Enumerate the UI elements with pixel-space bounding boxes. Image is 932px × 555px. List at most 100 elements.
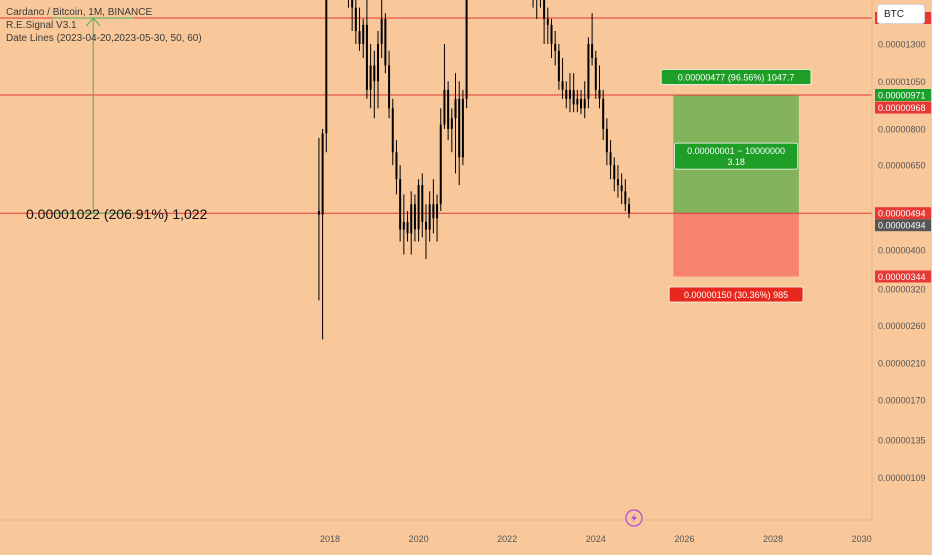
candle (317, 137, 320, 301)
price-axis-label-bg (875, 88, 931, 101)
candle (557, 43, 560, 90)
candle (539, 0, 541, 8)
candle (424, 204, 427, 260)
candle-body (325, 0, 328, 134)
candle (365, 0, 368, 99)
candle (384, 13, 387, 74)
candle (421, 173, 424, 238)
candle (591, 13, 594, 66)
candle-body (580, 98, 583, 109)
price-tick-label: 0.00001300 (878, 39, 926, 49)
candle-body (461, 98, 464, 158)
candle (436, 194, 439, 242)
symbol-title[interactable]: Cardano / Bitcoin, 1M, BINANCE (6, 7, 153, 18)
time-tick-label: 2020 (409, 534, 429, 544)
candle-body (436, 204, 439, 219)
candle (454, 73, 457, 174)
candle-body (432, 204, 435, 219)
price-tick-label: 0.00000650 (878, 161, 926, 171)
candle-body (450, 118, 453, 129)
candle-body (624, 191, 627, 205)
indicator-date-lines[interactable]: Date Lines (2023-04-20,2023-05-30, 50, 6… (6, 33, 202, 44)
candle (624, 179, 627, 212)
indicator-re-signal[interactable]: R.E.Signal V3.1 (6, 20, 77, 31)
candlestick-series (317, 0, 631, 340)
candle-body (417, 185, 420, 230)
lightning-icon[interactable] (625, 509, 643, 527)
candle-body (594, 57, 597, 90)
candle-body (598, 89, 601, 99)
candle (410, 191, 413, 255)
candle-body (421, 185, 424, 222)
candle (605, 118, 608, 166)
candle-body (454, 98, 457, 119)
time-tick-label: 2018 (320, 534, 340, 544)
candle-body (609, 152, 612, 166)
price-axis[interactable]: 0.000110000.000085000.000065000.00005000… (878, 0, 926, 483)
price-axis-label: 0.00000494 (875, 207, 931, 220)
candle-body (384, 18, 387, 66)
candle-body (388, 65, 391, 109)
candle (395, 140, 398, 195)
measure-label: 0.00001022 (206.91%) 1,022 (26, 206, 208, 222)
candle (428, 191, 431, 242)
price-tick-label: 0.00000320 (878, 285, 926, 295)
candle (380, 0, 383, 58)
candle-body (458, 98, 461, 158)
candle-body (550, 24, 553, 44)
candle (613, 157, 616, 192)
candle (458, 81, 461, 186)
chart-legend: Cardano / Bitcoin, 1M, BINANCE R.E.Signa… (6, 6, 202, 45)
candle-body (391, 108, 394, 153)
candle-body (583, 98, 586, 109)
target-label-text: 0.00000477 (96.56%) 1047.7 (678, 72, 795, 82)
candle-body (399, 179, 402, 230)
candle-body (587, 43, 590, 99)
candle (321, 128, 324, 340)
candle-body (565, 89, 568, 99)
price-axis-label: 0.00000971 (875, 88, 931, 101)
price-axis-label: 0.00000494 (875, 219, 931, 232)
target-label-bg (660, 69, 812, 85)
candle-body (572, 89, 575, 105)
candle (568, 73, 571, 113)
candle (369, 43, 372, 109)
currency-button[interactable]: BTC (877, 4, 925, 24)
candle (362, 18, 365, 58)
candle (602, 89, 605, 141)
price-tick-label: 0.00000170 (878, 395, 926, 405)
candle (439, 108, 442, 212)
price-tick-label: 0.00000109 (878, 473, 926, 483)
candle-body (317, 211, 320, 215)
time-axis[interactable]: 2018 2020 2022 2024 2026 2028 2030 (320, 534, 872, 544)
candle-body (443, 89, 446, 125)
price-axis-label-bg (875, 270, 931, 283)
candle-body (447, 89, 450, 129)
candle-body (616, 179, 619, 186)
candle-body (557, 50, 560, 82)
candle-body (351, 0, 354, 8)
candle (546, 7, 549, 44)
candle (561, 57, 564, 99)
measure-tool (52, 17, 134, 214)
candle (465, 0, 468, 109)
candle (399, 165, 402, 242)
candle-body (561, 81, 564, 90)
candle (354, 0, 357, 44)
price-axis-label-text: 0.00000494 (878, 221, 926, 231)
candle (583, 81, 586, 119)
candle-body (321, 133, 324, 215)
candle-body (380, 18, 383, 44)
candle-body (413, 204, 416, 230)
candle-body (369, 65, 372, 90)
candle (347, 0, 349, 8)
candle (620, 173, 623, 205)
candle-body (395, 152, 398, 180)
candle (587, 37, 590, 109)
candle-body (362, 24, 365, 44)
stop-label-bg (668, 286, 804, 303)
candle-body (620, 185, 623, 192)
time-tick-label: 2028 (763, 534, 783, 544)
